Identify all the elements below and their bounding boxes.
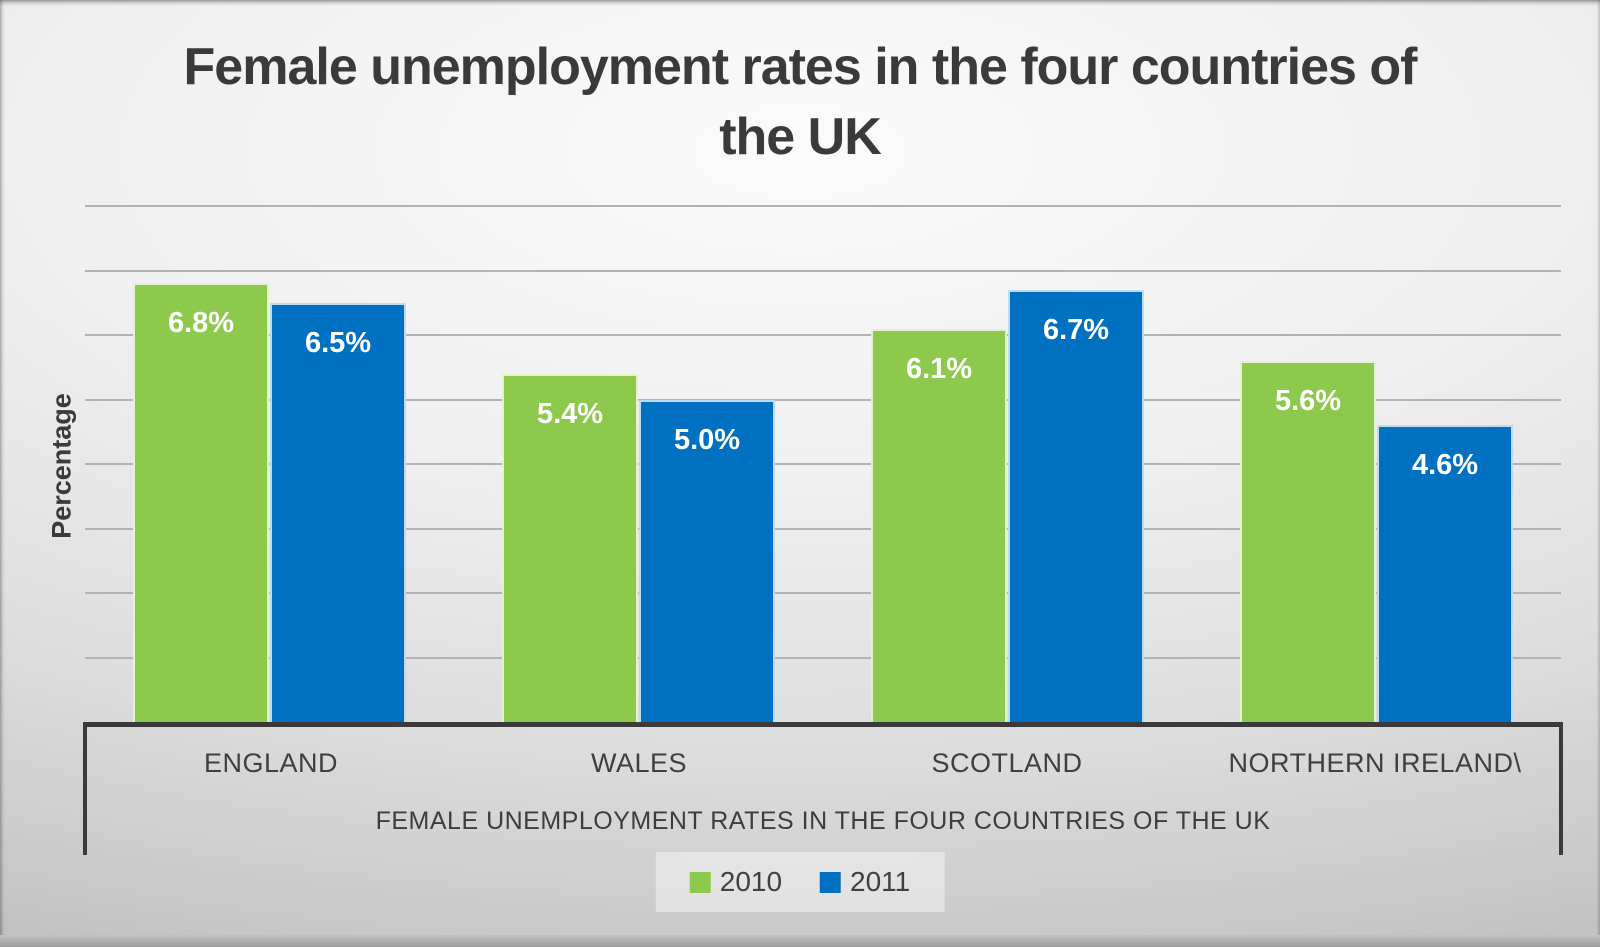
- legend: 2010 2011: [655, 852, 945, 912]
- bar-2011-northern-ireland: 4.6%: [1377, 425, 1513, 722]
- legend-swatch-2010: [689, 871, 711, 893]
- bar-label-2011-england: 6.5%: [304, 326, 372, 359]
- bar-2011-england: 6.5%: [270, 302, 406, 722]
- bars-container: 6.8% 6.5% 5.4% 5.0% 6.1% 6.7% 5.6% 4.6%: [85, 206, 1561, 722]
- chart-title: Female unemployment rates in the four co…: [183, 38, 1418, 167]
- gridline-5pct: [85, 398, 1561, 401]
- y-axis-label: Percentage: [46, 393, 77, 539]
- x-axis-box: ENGLAND WALES SCOTLAND NORTHERN IRELAND\ FE…: [83, 722, 1563, 855]
- bar-group-wales: 5.4% 5.0%: [454, 206, 823, 722]
- legend-item-2011: 2011: [820, 866, 910, 898]
- bar-2010-scotland: 6.1%: [871, 328, 1007, 722]
- x-axis-title: FEMALE UNEMPLOYMENT RATES IN THE FOUR CO…: [375, 807, 1271, 835]
- bar-2010-northern-ireland: 5.6%: [1240, 360, 1376, 722]
- gridline-8pct: [85, 205, 1561, 207]
- legend-swatch-2011: [820, 871, 842, 893]
- legend-label-2010: 2010: [719, 866, 783, 897]
- bar-2011-wales: 5.0%: [639, 399, 775, 722]
- plot-area: 6.8% 6.5% 5.4% 5.0% 6.1% 6.7% 5.6% 4.6%: [85, 205, 1561, 722]
- category-label-england: ENGLAND: [203, 747, 339, 778]
- bar-label-2011-wales: 5.0%: [673, 423, 741, 456]
- gridline-3pct: [85, 527, 1561, 530]
- slide-bottom-edge: [0, 935, 1600, 947]
- bar-label-2010-england: 6.8%: [167, 307, 235, 340]
- bar-group-scotland: 6.1% 6.7%: [823, 206, 1192, 722]
- bar-2010-wales: 5.4%: [502, 373, 638, 722]
- bar-label-2010-northern-ireland: 5.6%: [1274, 384, 1342, 417]
- category-label-northern-ireland: NORTHERN IRELAND\: [1228, 747, 1522, 778]
- bar-label-2011-northern-ireland: 4.6%: [1411, 449, 1479, 482]
- bar-label-2010-scotland: 6.1%: [905, 352, 973, 385]
- gridline-6pct: [85, 334, 1561, 336]
- category-label-scotland: SCOTLAND: [931, 747, 1083, 778]
- bar-2010-england: 6.8%: [133, 283, 269, 722]
- gridline-2pct: [85, 592, 1561, 594]
- bar-group-england: 6.8% 6.5%: [85, 206, 454, 722]
- bar-2011-scotland: 6.7%: [1008, 289, 1144, 722]
- legend-item-2010: 2010: [689, 866, 783, 898]
- legend-label-2011: 2011: [850, 866, 911, 897]
- bar-group-northern-ireland: 5.6% 4.6%: [1192, 206, 1561, 722]
- category-axis: ENGLAND WALES SCOTLAND NORTHERN IRELAND\: [87, 727, 1559, 799]
- gridline-1pct: [85, 656, 1561, 659]
- bar-label-2010-wales: 5.4%: [536, 397, 604, 430]
- gridline-4pct: [85, 463, 1561, 465]
- gridline-7pct: [85, 269, 1561, 272]
- bar-label-2011-scotland: 6.7%: [1042, 313, 1110, 346]
- category-label-wales: WALES: [590, 747, 688, 778]
